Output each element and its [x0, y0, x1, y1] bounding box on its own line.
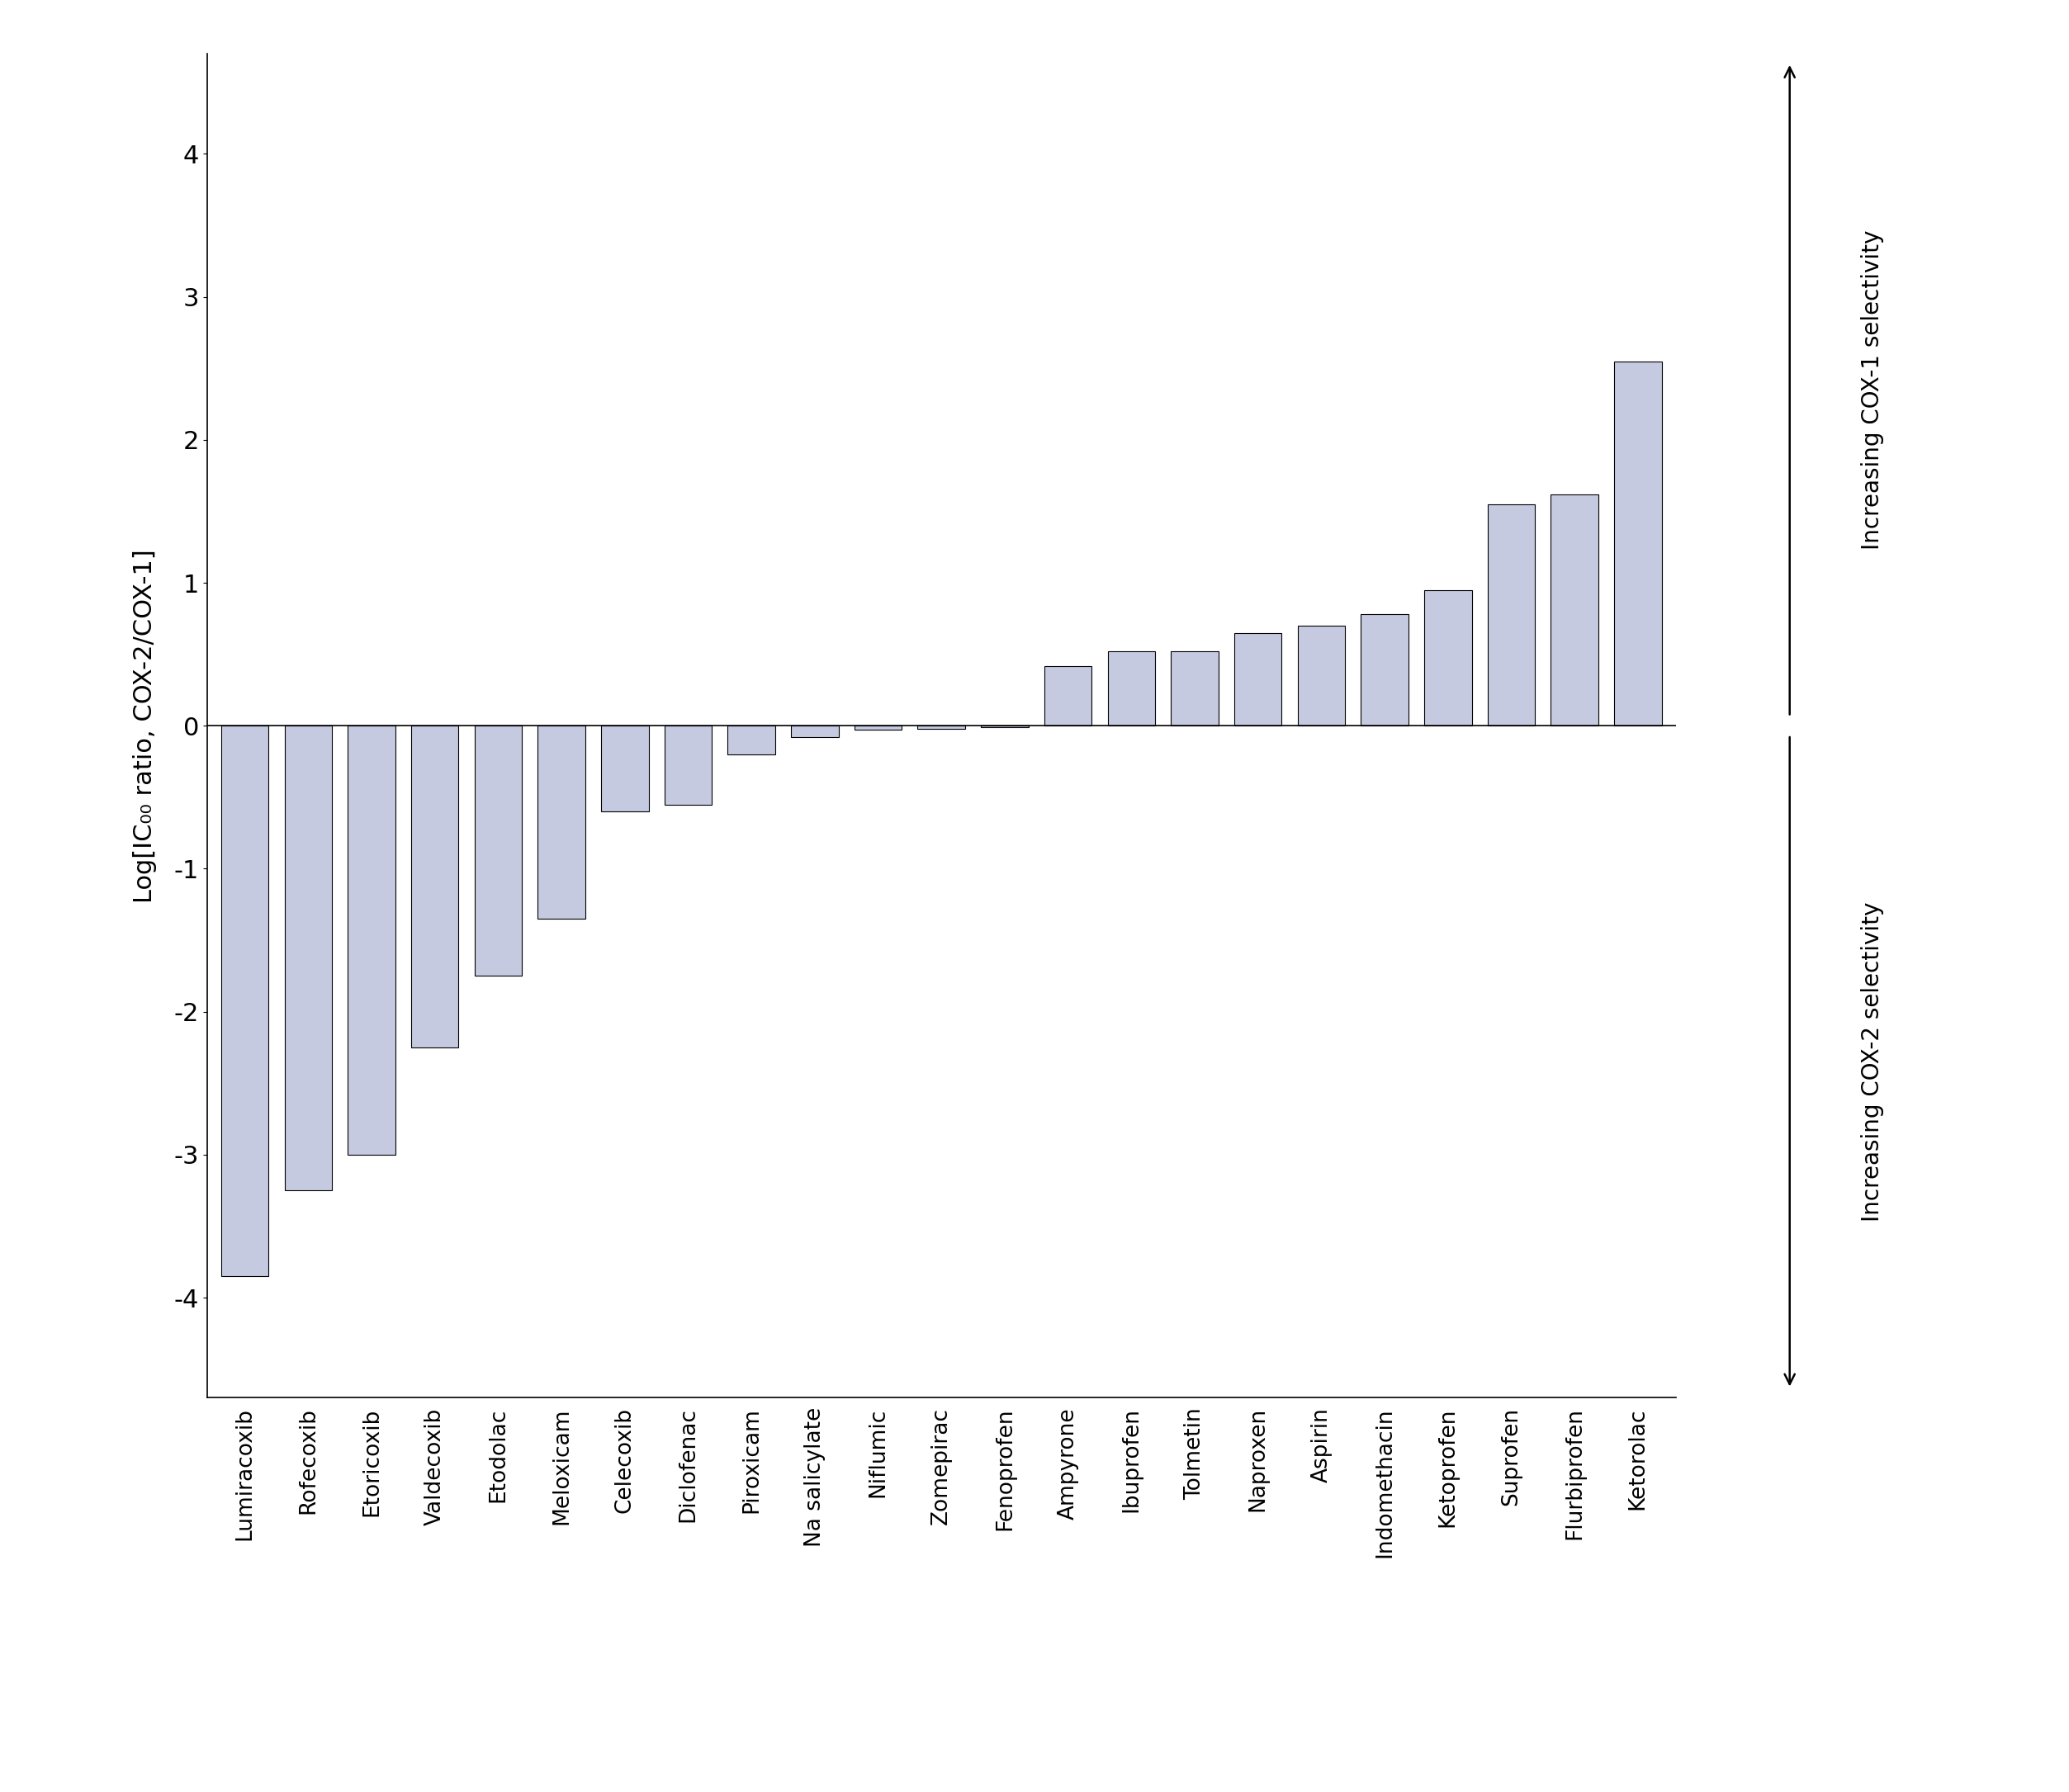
Y-axis label: Log[IC₀₀ ratio, COX-2/COX-1]: Log[IC₀₀ ratio, COX-2/COX-1]	[132, 548, 157, 903]
Bar	[1552, 495, 1599, 726]
Bar	[1171, 652, 1219, 726]
Bar	[538, 726, 586, 919]
Bar	[1614, 362, 1661, 726]
Bar	[348, 726, 395, 1154]
Bar	[1235, 633, 1281, 726]
Text: Increasing COX-2 selectivity: Increasing COX-2 selectivity	[1860, 901, 1885, 1222]
Bar	[412, 726, 459, 1048]
Bar	[1423, 590, 1471, 726]
Text: Increasing COX-1 selectivity: Increasing COX-1 selectivity	[1860, 229, 1885, 550]
Bar	[1045, 665, 1092, 726]
Bar	[1297, 625, 1345, 726]
Bar	[1361, 615, 1409, 726]
Bar	[283, 726, 331, 1190]
Bar	[602, 726, 648, 812]
Bar	[854, 726, 902, 729]
Bar	[664, 726, 712, 805]
Bar	[474, 726, 521, 977]
Bar	[1488, 504, 1535, 726]
Bar	[919, 726, 964, 729]
Bar	[1107, 652, 1155, 726]
Bar	[221, 726, 269, 1276]
Bar	[728, 726, 776, 754]
Bar	[790, 726, 838, 737]
